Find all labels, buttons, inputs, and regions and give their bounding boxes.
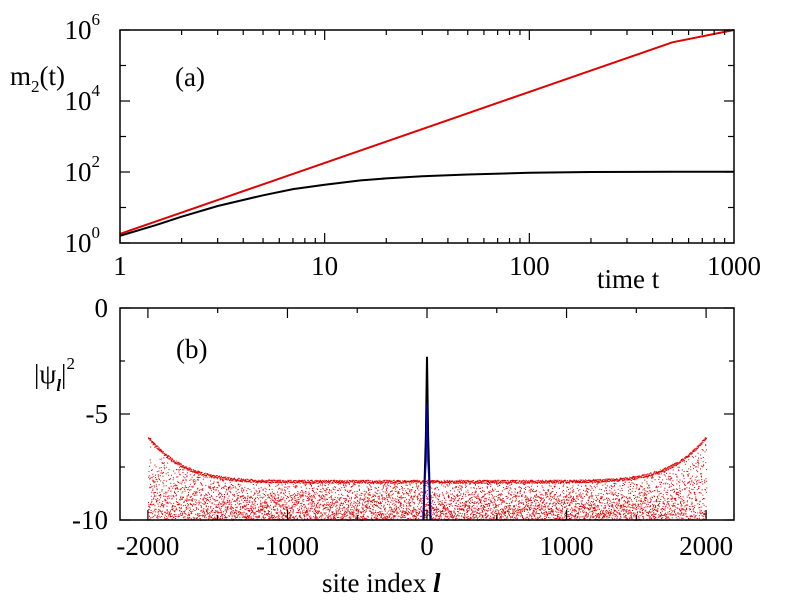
panel-a-ylabel: m2(t) [10, 61, 65, 96]
panel-b-xtick-label: -1000 [256, 531, 319, 561]
panel-a-ytick-label: 106 [65, 10, 101, 45]
panel-a-series-ballistic [119, 29, 735, 235]
panel-a-xtick-label: 100 [509, 251, 550, 281]
panel-a-ytick-label: 100 [65, 223, 101, 258]
panel-a-xtick-label: 10 [311, 251, 338, 281]
panel-a-tag: (a) [175, 62, 205, 92]
panel-b-tag: (b) [176, 334, 207, 364]
panel-b-series-localized [422, 356, 432, 521]
panel-b-xtick-label: 2000 [679, 531, 733, 561]
panel-b-series-localized-blue [422, 403, 432, 521]
panel-b-ytick-label: 0 [95, 293, 109, 323]
panel-b-xtick-label: -2000 [116, 531, 179, 561]
panel-b-ytick-label: -10 [72, 505, 108, 535]
panel-b-ylabel: |ψl|2 [34, 354, 75, 395]
panel-a-series-localized [119, 170, 734, 237]
panel-a-ytick-label: 104 [65, 81, 101, 116]
panel-b-xtick-label: 1000 [540, 531, 594, 561]
panel-a-xlabel: time t [597, 264, 660, 294]
panel-b-xtick-label: 0 [420, 531, 434, 561]
panel-a-xtick-label: 1000 [707, 251, 761, 281]
panel-b-xlabel: site index l [322, 568, 441, 598]
panel-a-frame [119, 29, 735, 244]
panel-b: -2000 -1000 0 1000 2000 0 -5 -10 |ψl|2 site in… [34, 293, 735, 598]
panel-a: 1 10 100 1000 100 102 104 106 m2(t) time t (a) [10, 10, 761, 294]
panel-a-ytick-label: 102 [65, 152, 101, 187]
panel-b-ytick-label: -5 [86, 399, 109, 429]
panel-a-xtick-label: 1 [113, 251, 127, 281]
panel-b-series-extended [147, 437, 708, 521]
